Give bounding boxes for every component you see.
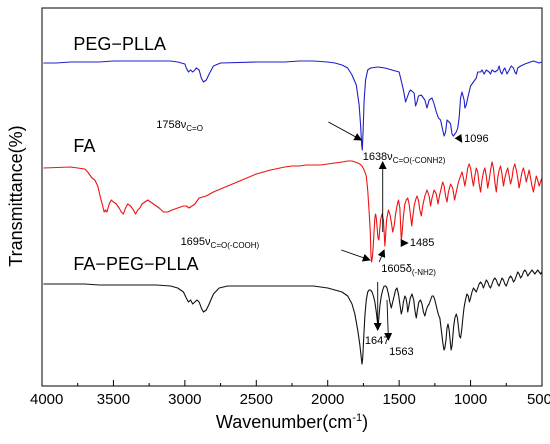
annotation-label-5: 1605δ(-NH2): [381, 263, 436, 277]
x-tick-label-3: 2500: [240, 391, 273, 408]
series-line-0: [43, 60, 542, 151]
series-label-0: PEG−PLLA: [73, 34, 166, 54]
x-axis-title-close: ): [362, 412, 368, 432]
series-label-layer: PEG−PLLA FA FA−PEG−PLLA: [73, 34, 198, 274]
x-axis-title-sup: -1: [352, 412, 362, 424]
x-tick-label-6: 1000: [454, 391, 487, 408]
series-label-2: FA−PEG−PLLA: [73, 254, 198, 274]
annotation-label-2: 1638νC=O(-CONH2): [363, 151, 446, 165]
annotation-label-0: 1758νC=O: [156, 119, 203, 133]
annotation-label-3: 1695νC=O(-COOH): [181, 236, 260, 250]
x-tick-label-7: 500: [527, 391, 550, 408]
x-tick-label-5: 1500: [382, 391, 415, 408]
annotation-label-7: 1563: [389, 346, 413, 358]
series-line-2: [43, 269, 543, 365]
x-tick-layer: 4000 3500 3000 2500 2000 1500 1000 500: [30, 380, 550, 408]
y-axis-title: Transmittance(%): [6, 125, 26, 266]
annotation-arrow-5: [377, 249, 386, 263]
series-line-1: [43, 160, 543, 263]
x-axis-title-main: Wavenumber(cm: [216, 412, 352, 432]
annotation-label-1: 1096: [464, 133, 488, 145]
annotation-arrow-3: [341, 249, 371, 262]
series-layer: [43, 60, 543, 365]
x-axis-title: Wavenumber(cm-1): [216, 412, 368, 432]
series-label-1: FA: [73, 136, 95, 156]
annotation-arrow-1: [454, 133, 463, 143]
annotation-arrow-0: [328, 121, 363, 141]
annotation-label-6: 1647: [365, 335, 389, 347]
plot-frame: [41, 7, 543, 387]
annotation-arrow-7: [384, 299, 393, 341]
x-tick-label-1: 3500: [97, 391, 130, 408]
annotation-label-4: 1485: [410, 237, 434, 249]
x-tick-label-2: 3000: [168, 391, 201, 408]
annotation-layer: 1758νC=O 1096 1638νC=O(-CONH2) 1695νC=O(-CO…: [156, 119, 488, 358]
x-tick-label-4: 2000: [311, 391, 344, 408]
x-tick-label-0: 4000: [30, 391, 63, 408]
